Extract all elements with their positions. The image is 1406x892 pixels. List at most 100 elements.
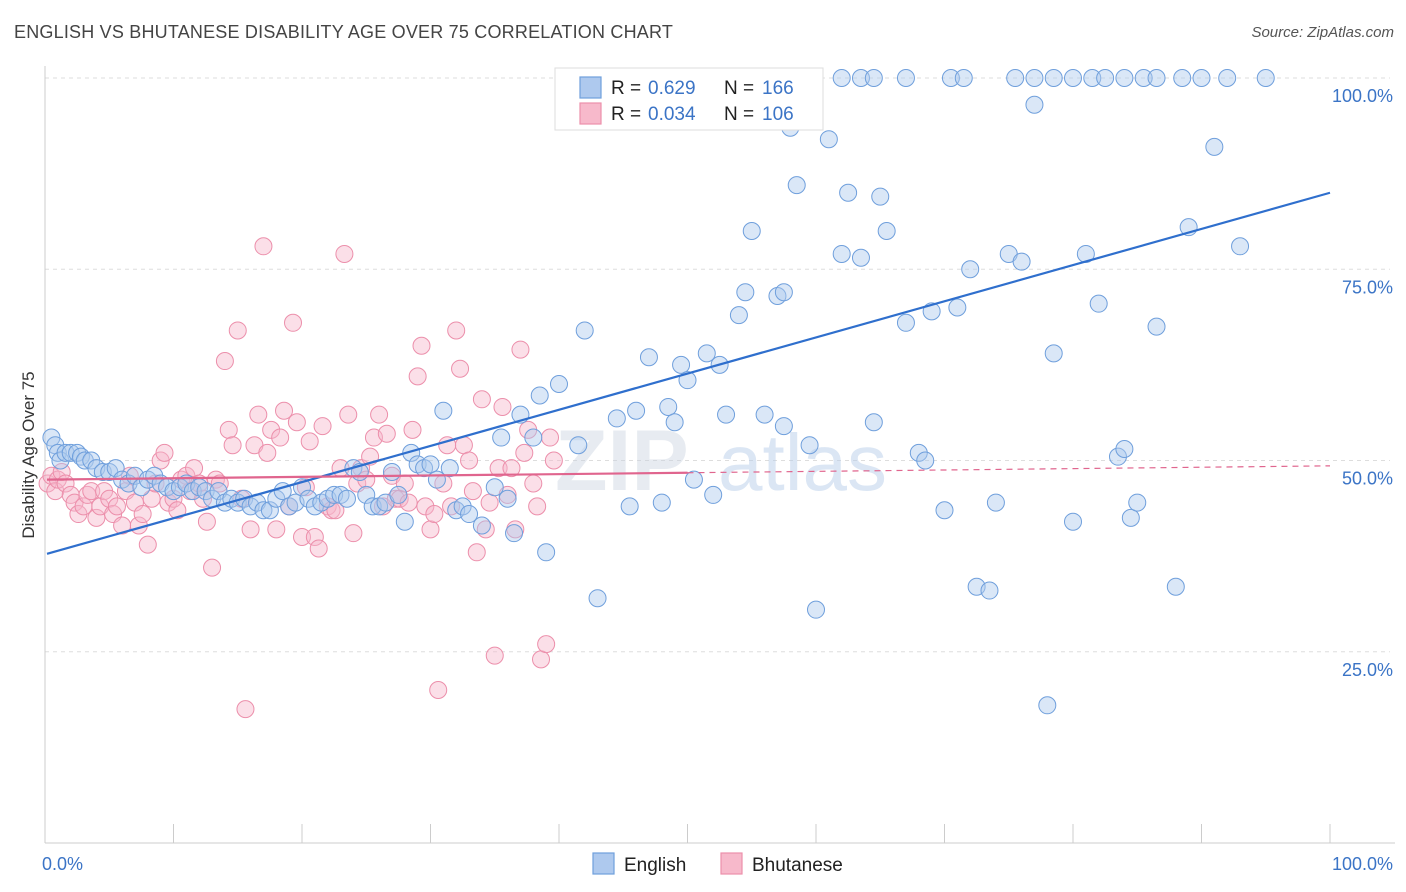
bhutanese-point bbox=[541, 428, 560, 447]
english-trend-line bbox=[46, 191, 1331, 555]
bhutanese-point bbox=[107, 497, 126, 516]
bhutanese-point bbox=[451, 359, 470, 378]
grid-lines bbox=[45, 77, 1390, 653]
bhutanese-point bbox=[215, 352, 234, 371]
bhutanese-point bbox=[236, 700, 255, 719]
english-point bbox=[665, 413, 684, 432]
english-point bbox=[1025, 95, 1044, 114]
bhutanese-point bbox=[185, 459, 204, 478]
english-point bbox=[672, 355, 691, 374]
legend-english-n-value: 166 bbox=[762, 78, 794, 99]
english-point bbox=[1256, 69, 1275, 87]
english-point bbox=[652, 493, 671, 512]
bottom-legend-english-swatch bbox=[592, 852, 615, 875]
english-point bbox=[1121, 508, 1140, 527]
bhutanese-point bbox=[532, 650, 551, 669]
bhutanese-point bbox=[421, 520, 440, 539]
english-point bbox=[684, 470, 703, 489]
english-point bbox=[832, 69, 851, 87]
bhutanese-point bbox=[480, 493, 499, 512]
english-point bbox=[659, 397, 678, 416]
english-point bbox=[1218, 69, 1237, 87]
bhutanese-point bbox=[249, 405, 268, 424]
english-point bbox=[389, 485, 408, 504]
english-point bbox=[337, 489, 356, 508]
english-point bbox=[1147, 317, 1166, 336]
y-axis-label: Disability Age Over 75 bbox=[19, 371, 38, 538]
english-point bbox=[1192, 69, 1211, 87]
english-point bbox=[800, 436, 819, 455]
english-point bbox=[460, 505, 479, 524]
english-point bbox=[1128, 493, 1147, 512]
english-point bbox=[1134, 69, 1153, 87]
legend-bhutanese-r-value: 0.034 bbox=[648, 104, 696, 125]
bhutanese-point bbox=[502, 459, 521, 478]
english-point bbox=[254, 501, 273, 520]
bhutanese-point bbox=[254, 237, 273, 256]
english-point bbox=[485, 478, 504, 497]
english-point bbox=[395, 512, 414, 531]
bhutanese-point bbox=[228, 321, 247, 340]
english-point bbox=[1038, 696, 1057, 715]
bhutanese-point bbox=[309, 539, 328, 558]
watermark-zip: ZIP bbox=[555, 413, 689, 509]
bhutanese-point bbox=[210, 474, 229, 493]
legend-bhutanese-r-label: R = bbox=[611, 104, 641, 125]
english-point bbox=[774, 417, 793, 436]
english-point bbox=[877, 222, 896, 240]
bhutanese-point bbox=[100, 489, 119, 508]
bhutanese-point bbox=[219, 420, 238, 439]
english-point bbox=[421, 455, 440, 474]
bhutanese-point bbox=[223, 436, 242, 455]
trend-lines bbox=[46, 191, 1331, 555]
english-point bbox=[1025, 69, 1044, 87]
english-point bbox=[961, 260, 980, 279]
english-point bbox=[472, 516, 491, 535]
watermark-atlas: atlas bbox=[718, 418, 887, 507]
english-point bbox=[106, 459, 125, 478]
english-point bbox=[909, 443, 928, 462]
bhutanese-point bbox=[203, 558, 222, 577]
x-tick-label-min: 0.0% bbox=[42, 854, 83, 874]
bhutanese-point bbox=[335, 244, 354, 263]
english-point bbox=[736, 283, 755, 302]
bhutanese-point bbox=[322, 501, 341, 520]
bhutanese-point bbox=[472, 390, 491, 409]
bhutanese-trend-line bbox=[46, 471, 688, 481]
english-point bbox=[1064, 69, 1082, 87]
bhutanese-point bbox=[425, 505, 444, 524]
english-point bbox=[1044, 69, 1063, 87]
english-point bbox=[980, 581, 999, 600]
english-point bbox=[742, 222, 761, 240]
english-point bbox=[639, 348, 658, 367]
bhutanese-point bbox=[344, 524, 363, 543]
english-point bbox=[575, 321, 594, 340]
bhutanese-point bbox=[493, 397, 512, 416]
bhutanese-point bbox=[155, 443, 174, 462]
english-point bbox=[948, 298, 967, 317]
bhutanese-point bbox=[515, 443, 534, 462]
bhutanese-point bbox=[447, 321, 466, 340]
bhutanese-point bbox=[463, 482, 482, 501]
bhutanese-point bbox=[82, 482, 101, 501]
bhutanese-point bbox=[528, 497, 547, 516]
english-point bbox=[588, 589, 607, 608]
english-point bbox=[1108, 447, 1127, 466]
bhutanese-point bbox=[537, 635, 556, 654]
bhutanese-point bbox=[511, 340, 530, 359]
bhutanese-point bbox=[287, 413, 306, 432]
english-point bbox=[871, 187, 890, 206]
english-point bbox=[569, 436, 588, 455]
bhutanese-point bbox=[284, 313, 303, 332]
english-point bbox=[839, 183, 858, 202]
bhutanese-point bbox=[339, 405, 358, 424]
english-point bbox=[434, 401, 453, 420]
english-point bbox=[1166, 577, 1185, 596]
english-point bbox=[620, 497, 639, 516]
english-point bbox=[453, 497, 472, 516]
english-point bbox=[1096, 69, 1115, 87]
legend-bhutanese-swatch bbox=[579, 102, 602, 125]
chart-title: ENGLISH VS BHUTANESE DISABILITY AGE OVER… bbox=[14, 22, 674, 42]
bhutanese-point bbox=[142, 489, 161, 508]
y-tick-label-50: 50.0% bbox=[1342, 469, 1393, 489]
